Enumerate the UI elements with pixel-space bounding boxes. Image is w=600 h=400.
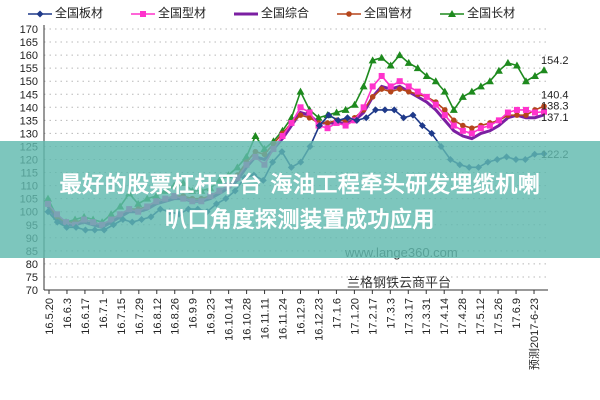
x-tick-label: 17.2.17 — [367, 298, 379, 335]
y-tick-label: 75 — [26, 272, 38, 284]
y-tick-label: 135 — [20, 115, 38, 127]
x-tick-label: 16.5.20 — [44, 298, 56, 335]
x-tick-label: 16.6.3 — [62, 298, 74, 329]
y-tick-label: 130 — [20, 128, 38, 140]
legend-item-composite: 全国综合 — [234, 4, 309, 21]
x-tick-label: 16.9.9 — [188, 298, 200, 329]
x-tick-label: 16.10.14 — [224, 298, 236, 341]
y-tick-label: 150 — [20, 76, 38, 88]
y-tick-label: 170 — [20, 24, 38, 36]
y-tick-label: 160 — [20, 50, 38, 62]
x-tick-label: 16.11.11 — [260, 298, 272, 339]
x-tick-label: 16.8.26 — [170, 298, 182, 335]
end-value-label: 138.3 — [541, 101, 569, 113]
x-tick-label: 17.3.3 — [385, 298, 397, 329]
end-value-label: 137.1 — [541, 112, 569, 124]
x-tick-label: 17.3.31 — [421, 298, 433, 335]
x-tick-label: 17.4.28 — [457, 298, 469, 335]
y-tick-label: 80 — [26, 259, 38, 271]
y-tick-label: 155 — [20, 63, 38, 75]
legend-circle-icon — [337, 8, 362, 18]
legend-item-board: 全国板材 — [28, 4, 103, 21]
headline-banner — [0, 141, 600, 258]
legend-line-icon — [234, 8, 259, 18]
legend-triangle-icon — [440, 8, 465, 18]
legend-diamond-icon — [28, 8, 52, 18]
x-tick-label: 16.7.1 — [98, 298, 110, 329]
x-tick-label: 16.6.17 — [80, 298, 92, 335]
x-tick-label: 16.9.23 — [206, 298, 218, 335]
x-tick-label: 17.3.17 — [403, 298, 415, 335]
legend-item-long: 全国长材 — [440, 4, 515, 21]
y-tick-label: 140 — [20, 102, 38, 114]
y-tick-label: 70 — [26, 285, 38, 297]
x-tick-label: 16.7.29 — [134, 298, 146, 335]
y-tick-label: 165 — [20, 37, 38, 49]
y-tick-label: 145 — [20, 89, 38, 101]
x-tick-label: 16.10.28 — [242, 298, 254, 341]
x-tick-label: 16.12.23 — [313, 298, 325, 341]
headline-line-2: 叭口角度探测装置成功应用 — [164, 208, 435, 233]
legend-square-icon — [131, 8, 156, 18]
x-tick-label: 16.7.15 — [116, 298, 128, 335]
x-tick-label: 17.1.6 — [331, 298, 343, 329]
x-tick-label: 16.12.9 — [295, 298, 307, 335]
x-tick-label: 17.6.9 — [511, 298, 523, 329]
headline-line-1: 最好的股票杠杆平台 海油工程牵头研发埋缆机喇 — [59, 173, 541, 198]
x-tick-label: 预测2017-6-23 — [528, 298, 541, 370]
x-tick-label: 17.5.12 — [475, 298, 487, 335]
end-value-label: 154.2 — [541, 55, 569, 67]
end-value-label: 140.4 — [541, 89, 569, 101]
watermark-name: 兰格钢铁云商平台 — [347, 276, 452, 291]
x-tick-label: 16.11.24 — [278, 298, 290, 340]
chart-legend: 全国板材 全国型材 全国综合 全国管材 全国长材 — [28, 4, 515, 21]
x-tick-label: 17.1.20 — [349, 298, 361, 335]
legend-item-pipe: 全国管材 — [337, 4, 412, 21]
x-tick-label: 17.5.26 — [493, 298, 505, 335]
legend-item-section: 全国型材 — [131, 4, 206, 21]
x-tick-label: 17.4.14 — [439, 298, 451, 335]
x-tick-label: 16.8.12 — [152, 298, 164, 335]
